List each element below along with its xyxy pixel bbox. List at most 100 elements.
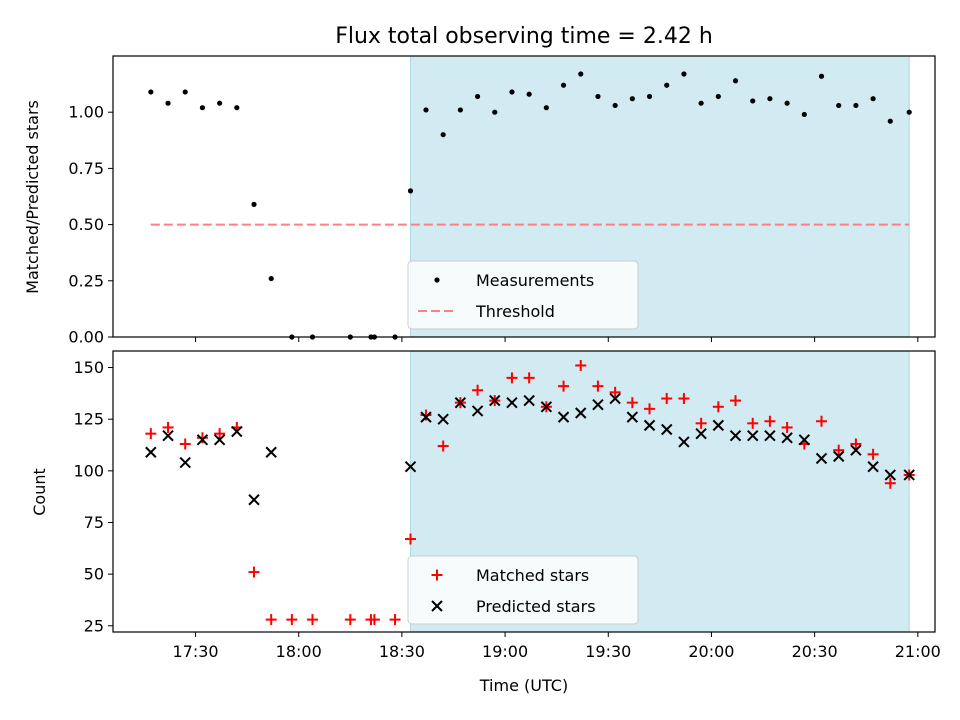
- data-point: [712, 401, 724, 413]
- data-point: [523, 394, 535, 407]
- data-point: [179, 438, 191, 450]
- data-point: [234, 105, 240, 111]
- legend-label: Measurements: [476, 271, 594, 290]
- series-predicted-stars: [145, 392, 915, 506]
- data-point: [523, 372, 535, 384]
- series-matched-stars: [145, 359, 915, 626]
- data-point: [251, 201, 257, 207]
- data-point: [179, 456, 191, 469]
- data-point: [199, 105, 206, 111]
- legend-swatch: [431, 600, 443, 612]
- data-point: [145, 446, 157, 458]
- data-point: [526, 91, 532, 97]
- data-point: [678, 393, 690, 405]
- data-point: [437, 440, 449, 452]
- data-point: [870, 96, 876, 102]
- data-point: [661, 423, 673, 436]
- x-tick-label: 21:00: [895, 642, 941, 661]
- data-point: [595, 93, 601, 100]
- y-axis-label-ratio: Matched/Predicted stars: [23, 100, 42, 294]
- data-point: [560, 82, 567, 88]
- data-point: [903, 469, 915, 481]
- data-point: [148, 89, 154, 95]
- plot-frame: [112, 350, 936, 633]
- y-tick-label: 0.25: [68, 271, 104, 290]
- data-point: [747, 417, 759, 429]
- data-point: [575, 407, 587, 419]
- y-tick-label: 0.50: [68, 215, 104, 234]
- x-tick-label: 17:30: [172, 642, 218, 661]
- data-point: [471, 405, 484, 417]
- data-point: [162, 421, 174, 433]
- data-point: [420, 411, 432, 423]
- legend-label: Matched stars: [476, 566, 589, 585]
- legend-swatch: [434, 277, 440, 283]
- data-point: [454, 396, 467, 409]
- data-point: [730, 395, 742, 407]
- data-point: [884, 469, 896, 481]
- data-point: [405, 533, 417, 545]
- data-point: [781, 421, 793, 433]
- data-point: [437, 413, 449, 425]
- data-point: [165, 100, 171, 106]
- data-point: [781, 432, 793, 444]
- data-point: [612, 102, 618, 109]
- y-tick-label: 0.00: [68, 328, 104, 347]
- data-point: [440, 132, 446, 138]
- data-point: [678, 436, 690, 448]
- y-tick-label: 1.00: [68, 103, 104, 122]
- data-point: [732, 78, 739, 84]
- data-point: [609, 392, 621, 405]
- data-point: [750, 98, 756, 104]
- data-point: [265, 614, 277, 626]
- data-point: [457, 107, 463, 113]
- data-point: [540, 401, 553, 413]
- data-point: [833, 444, 845, 456]
- y-tick-label: 125: [73, 410, 104, 429]
- data-point: [836, 102, 842, 109]
- x-tick-label: 18:00: [276, 642, 322, 661]
- data-point: [506, 372, 518, 384]
- data-point: [344, 614, 356, 626]
- data-point: [265, 446, 277, 458]
- data-point: [798, 434, 811, 446]
- data-point: [474, 93, 481, 100]
- y-tick-label: 0.75: [68, 159, 104, 178]
- y-tick-label: 25: [84, 616, 104, 635]
- data-point: [695, 417, 707, 429]
- data-point: [575, 359, 587, 371]
- x-tick-label: 19:00: [482, 642, 528, 661]
- x-tick-label: 19:30: [585, 642, 631, 661]
- x-tick-label: 20:30: [792, 642, 838, 661]
- data-point: [182, 89, 188, 95]
- legend-label: Threshold: [475, 302, 555, 321]
- data-point: [664, 82, 670, 88]
- data-point: [747, 430, 759, 442]
- data-point: [644, 403, 656, 415]
- data-point: [801, 111, 807, 118]
- plot-frame: [112, 55, 936, 338]
- data-point: [832, 450, 845, 463]
- data-point: [145, 428, 157, 440]
- data-point: [626, 411, 639, 423]
- data-point: [887, 118, 893, 124]
- data-point: [489, 394, 501, 407]
- legend-label: Predicted stars: [476, 597, 596, 616]
- data-point: [906, 109, 912, 115]
- data-point: [712, 419, 725, 432]
- data-point: [850, 438, 862, 450]
- data-point: [558, 380, 570, 392]
- data-point: [196, 432, 208, 444]
- y-axis-label-count: Count: [30, 468, 49, 516]
- data-point: [506, 396, 518, 409]
- data-point: [867, 448, 879, 460]
- data-point: [420, 409, 432, 421]
- data-point: [557, 411, 570, 423]
- y-tick-label: 50: [84, 565, 104, 584]
- data-point: [850, 444, 862, 456]
- data-point: [423, 107, 429, 113]
- x-axis-label: Time (UTC): [479, 676, 568, 695]
- data-point: [248, 494, 260, 506]
- data-point: [213, 434, 226, 446]
- data-point: [681, 71, 687, 77]
